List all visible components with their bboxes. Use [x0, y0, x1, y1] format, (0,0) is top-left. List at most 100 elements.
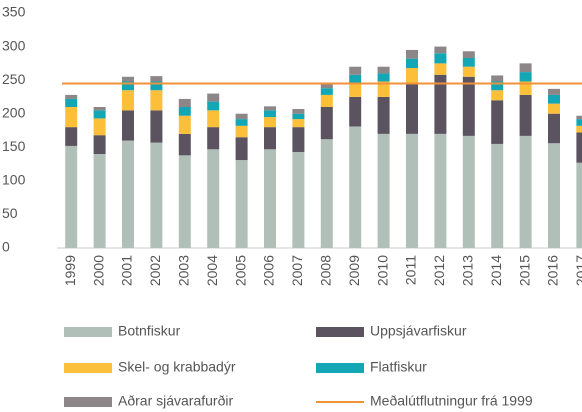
bar-segment: [292, 151, 305, 248]
bar-segment: [462, 135, 475, 248]
bar-segment: [491, 143, 504, 248]
x-tick-label: 2008: [318, 255, 334, 286]
bar-segment: [150, 142, 163, 248]
legend-swatch: [64, 327, 112, 337]
bar-segment: [434, 53, 447, 64]
bar-segment: [292, 127, 305, 152]
bar-segment: [65, 127, 78, 146]
bar-segment: [548, 103, 560, 114]
bar-segment: [65, 94, 78, 99]
bar-segment: [406, 83, 418, 134]
bar-segment: [292, 109, 305, 114]
x-tick-label: 2005: [232, 255, 248, 286]
bar-segment: [150, 76, 163, 82]
bar-segment: [576, 119, 582, 126]
x-tick-label: 2000: [90, 255, 106, 286]
bar-segment: [377, 81, 390, 97]
bar-segment: [178, 98, 191, 107]
bar-segment: [235, 160, 248, 248]
bar-segment: [377, 66, 390, 74]
x-tick-label: 2011: [403, 255, 419, 285]
bar-segment: [320, 88, 333, 95]
bar-segment: [491, 75, 504, 82]
bar-segment: [93, 118, 106, 136]
bar-segment: [207, 110, 220, 128]
y-tick-label: 300: [2, 37, 26, 53]
legend-swatch: [64, 397, 112, 407]
bar-segment: [235, 119, 248, 126]
bar-segment: [93, 154, 106, 248]
bar-segment: [320, 107, 333, 140]
bar-segment: [93, 110, 106, 119]
bar-segment: [519, 94, 532, 136]
bar-segment: [406, 68, 418, 84]
x-tick-label: 1999: [62, 255, 78, 286]
bar-segment: [207, 149, 220, 248]
y-tick-label: 200: [2, 104, 26, 120]
bar-segment: [93, 107, 106, 111]
bar-segment: [576, 125, 582, 133]
y-tick-label: 50: [2, 205, 18, 221]
bar-segment: [406, 58, 418, 69]
bar-segment: [548, 94, 560, 104]
bar-segment: [349, 126, 362, 248]
bar-segment: [235, 137, 248, 161]
x-tick-label: 2002: [147, 255, 163, 286]
bar-segment: [122, 90, 134, 111]
bar-segment: [150, 110, 163, 143]
bar-segment: [519, 135, 532, 248]
bar-segment: [65, 98, 78, 107]
bar-segment: [207, 93, 220, 102]
legend-swatch: [316, 363, 364, 373]
bar-segment: [434, 74, 447, 134]
x-tick-label: 2010: [374, 255, 390, 286]
bar-segment: [122, 81, 134, 91]
x-tick-label: 2015: [516, 255, 532, 286]
bar-segment: [264, 106, 276, 111]
x-tick-label: 2012: [431, 255, 447, 286]
bar-segment: [320, 139, 333, 248]
bar-segment: [548, 88, 560, 95]
legend-label: Flatfiskur: [370, 359, 427, 375]
bar-segment: [576, 162, 582, 248]
bar-segment: [349, 96, 362, 127]
y-tick-label: 250: [2, 71, 26, 87]
bar-segment: [93, 135, 106, 154]
x-tick-label: 2006: [261, 255, 277, 286]
bar-segment: [178, 155, 191, 248]
x-tick-label: 2007: [289, 255, 305, 286]
bar-segment: [65, 107, 78, 128]
legend-label: Aðrar sjávarafurðir: [118, 393, 233, 409]
bar-segment: [264, 127, 276, 150]
y-tick-label: 100: [2, 172, 26, 188]
bar-segment: [349, 74, 362, 84]
bar-segment: [65, 145, 78, 248]
x-tick-label: 2001: [119, 255, 135, 286]
bar-segment: [519, 81, 532, 95]
bar-segment: [434, 46, 447, 54]
bar-segment: [150, 90, 163, 111]
bar-segment: [548, 143, 560, 248]
bar-segment: [122, 110, 134, 141]
bar-segment: [491, 90, 504, 101]
legend-label: Uppsjávarfiskur: [370, 323, 467, 339]
x-tick-label: 2003: [176, 255, 192, 286]
x-tick-label: 2009: [346, 255, 362, 286]
bar-segment: [292, 119, 305, 128]
bar-segment: [292, 113, 305, 120]
y-tick-label: 350: [2, 4, 26, 20]
bar-segment: [178, 107, 191, 116]
legend-label: Skel- og krabbadýr: [118, 359, 236, 375]
bar-segment: [349, 83, 362, 97]
bar-segment: [434, 133, 447, 248]
bar-segment: [462, 66, 475, 77]
bar-segment: [235, 113, 248, 120]
legend-swatch: [316, 327, 364, 337]
bar-segment: [264, 117, 276, 128]
bar-segment: [406, 49, 418, 59]
legend-label: Botnfiskur: [118, 323, 181, 339]
bar-segment: [264, 110, 276, 118]
bar-segment: [178, 115, 191, 134]
bar-segment: [377, 73, 390, 82]
